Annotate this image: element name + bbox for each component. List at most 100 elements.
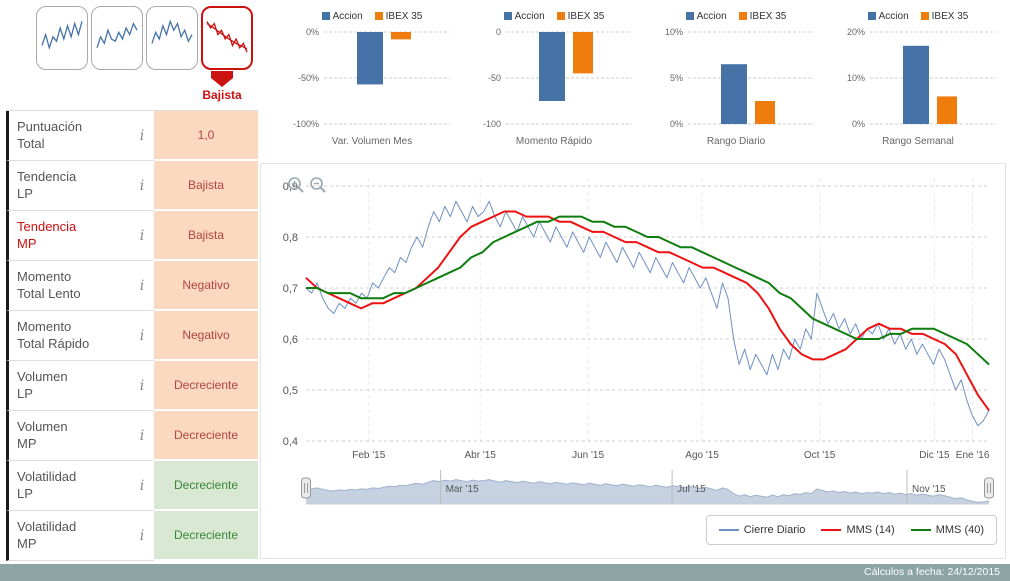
y-tick-label: 0,4 — [283, 436, 298, 448]
mini-plot: 20% 10% 0% — [830, 24, 1006, 135]
indicator-label: Volatilidad MP — [17, 519, 77, 551]
legend-item-accion[interactable]: Accion — [685, 11, 727, 22]
y-tick-label: 0% — [306, 27, 319, 37]
y-tick-label: 0% — [852, 119, 865, 129]
x-tick-label: Ene '16 — [956, 450, 990, 461]
info-icon[interactable]: i — [139, 127, 145, 144]
mini-bar-chart-svg: 0 -50 -100 — [483, 27, 632, 129]
info-icon[interactable]: i — [139, 377, 145, 394]
legend-item-accion[interactable]: Accion — [503, 11, 545, 22]
info-icon[interactable]: i — [139, 227, 145, 244]
chart-thumbnails — [36, 6, 253, 70]
mini-bar-chart-svg: 10% 5% 0% — [665, 27, 814, 129]
thumbnail-chart-3[interactable] — [146, 6, 198, 70]
legend-swatch — [374, 12, 383, 20]
legend-item-ibex35[interactable]: IBEX 35 — [920, 11, 968, 22]
indicator-label: Tendencia MP — [17, 219, 77, 251]
legend-item-accion[interactable]: Accion — [321, 11, 363, 22]
y-tick-label: -100% — [293, 119, 319, 129]
indicator-value: Decreciente — [154, 511, 258, 561]
legend-swatch — [321, 12, 330, 20]
info-icon[interactable]: i — [139, 327, 145, 344]
indicator-value: Bajista — [154, 161, 258, 211]
bar-ibex35 — [755, 101, 775, 124]
legend-swatch — [920, 12, 929, 20]
navigator-svg: Mar '15 Jul '15 Nov '15 — [301, 470, 994, 505]
sparkline — [151, 19, 193, 44]
indicator-value: Decreciente — [154, 461, 258, 511]
navigator-tick-label: Nov '15 — [912, 484, 946, 495]
navigator-handle[interactable] — [984, 477, 994, 499]
mini-bar-chart-svg: 0% -50% -100% — [293, 27, 450, 129]
legend-swatch — [867, 12, 876, 20]
indicator-table: Puntuación Total i 1,0 Tendencia LP i Baji… — [6, 110, 258, 561]
info-icon[interactable]: i — [139, 277, 145, 294]
indicator-label: Puntuación Total — [17, 119, 83, 151]
y-tick-label: 0 — [496, 27, 501, 37]
legend-item-accion[interactable]: Accion — [867, 11, 909, 22]
price-chart-panel: 0,9 0,8 0,7 0,6 0,5 0,4 Feb '15 Abr '15 Jun '15 A… — [260, 163, 1006, 559]
indicator-label: Momento Total Rápido — [17, 319, 90, 351]
legend-swatch — [503, 12, 512, 20]
indicator-row: Volatilidad LP i Decreciente — [6, 461, 258, 511]
indicator-value: Decreciente — [154, 361, 258, 411]
legend-item-mms-40[interactable]: MMS (40) — [910, 524, 984, 536]
mini-plot: 0% -50% -100% — [284, 24, 460, 135]
indicator-row: Volumen LP i Decreciente — [6, 361, 258, 411]
x-tick-label: Ago '15 — [685, 450, 719, 461]
legend-swatch — [556, 12, 565, 20]
zoom-out-icon[interactable] — [309, 176, 327, 199]
legend-swatch — [738, 12, 747, 20]
navigator-outline — [305, 479, 990, 503]
zoom-controls — [287, 176, 327, 199]
info-icon[interactable]: i — [139, 527, 145, 544]
legend-item-cierre-diario[interactable]: Cierre Diario — [718, 524, 806, 536]
thumbnail-chart-1[interactable] — [36, 6, 88, 70]
signal-label: Bajista — [202, 88, 242, 102]
y-tick-label: -100 — [483, 119, 501, 129]
indicator-label: Tendencia LP — [17, 169, 77, 201]
navigator-handle[interactable] — [301, 477, 311, 499]
zoom-in-icon[interactable] — [287, 176, 305, 199]
indicator-sidebar: Bajista Puntuación Total i 1,0 Tendencia L… — [0, 0, 260, 563]
info-icon[interactable]: i — [139, 177, 145, 194]
legend-item-ibex35[interactable]: IBEX 35 — [374, 11, 422, 22]
mini-plot: 10% 5% 0% — [648, 24, 824, 135]
footer-status-bar: Cálculos a fecha: 24/12/2015 — [0, 564, 1010, 581]
navigator-area — [306, 479, 989, 504]
legend-item-mms-14[interactable]: MMS (14) — [821, 524, 895, 536]
mini-legend: Accion IBEX 35 — [830, 8, 1006, 24]
legend-line-swatch — [910, 529, 931, 531]
down-pointer-icon — [211, 71, 233, 87]
x-tick-label: Feb '15 — [352, 450, 385, 461]
mini-charts-row: Accion IBEX 35 0% -50% -100% Var. Volumen M… — [260, 2, 1010, 160]
thumbnail-chart-2[interactable] — [91, 6, 143, 70]
legend-label: Cierre Diario — [743, 524, 806, 536]
x-tick-label: Abr '15 — [465, 450, 497, 461]
mini-legend: Accion IBEX 35 — [648, 8, 824, 24]
indicator-value: 1,0 — [154, 111, 258, 161]
y-tick-label: 0,7 — [283, 283, 298, 295]
mini-chart-title: Var. Volumen Mes — [331, 136, 413, 147]
price-chart: 0,9 0,8 0,7 0,6 0,5 0,4 Feb '15 Abr '15 Jun '15 A… — [261, 164, 1007, 469]
legend-label: MMS (14) — [846, 524, 895, 536]
thumbnail-chart-4-selected[interactable] — [201, 6, 253, 70]
legend-item-ibex35[interactable]: IBEX 35 — [738, 11, 786, 22]
indicator-label: Momento Total Lento — [17, 269, 81, 301]
mini-chart-title: Rango Semanal — [882, 136, 954, 147]
x-tick-label: Oct '15 — [804, 450, 836, 461]
legend-line-swatch — [821, 529, 842, 531]
mini-plot: 0 -50 -100 — [466, 24, 642, 135]
range-navigator[interactable]: Mar '15 Jul '15 Nov '15 — [261, 464, 1007, 517]
bar-accion — [903, 45, 929, 124]
indicator-row: Tendencia LP i Bajista — [6, 161, 258, 211]
info-icon[interactable]: i — [139, 427, 145, 444]
series-cierre-diario — [305, 200, 990, 427]
legend-item-ibex35[interactable]: IBEX 35 — [556, 11, 604, 22]
mini-chart-var-volumen-mes: Accion IBEX 35 0% -50% -100% Var. Volumen M… — [284, 2, 460, 160]
indicator-label: Volumen LP — [17, 369, 68, 401]
info-icon[interactable]: i — [139, 477, 145, 494]
mini-legend: Accion IBEX 35 — [284, 8, 460, 24]
sparkline — [206, 21, 248, 53]
